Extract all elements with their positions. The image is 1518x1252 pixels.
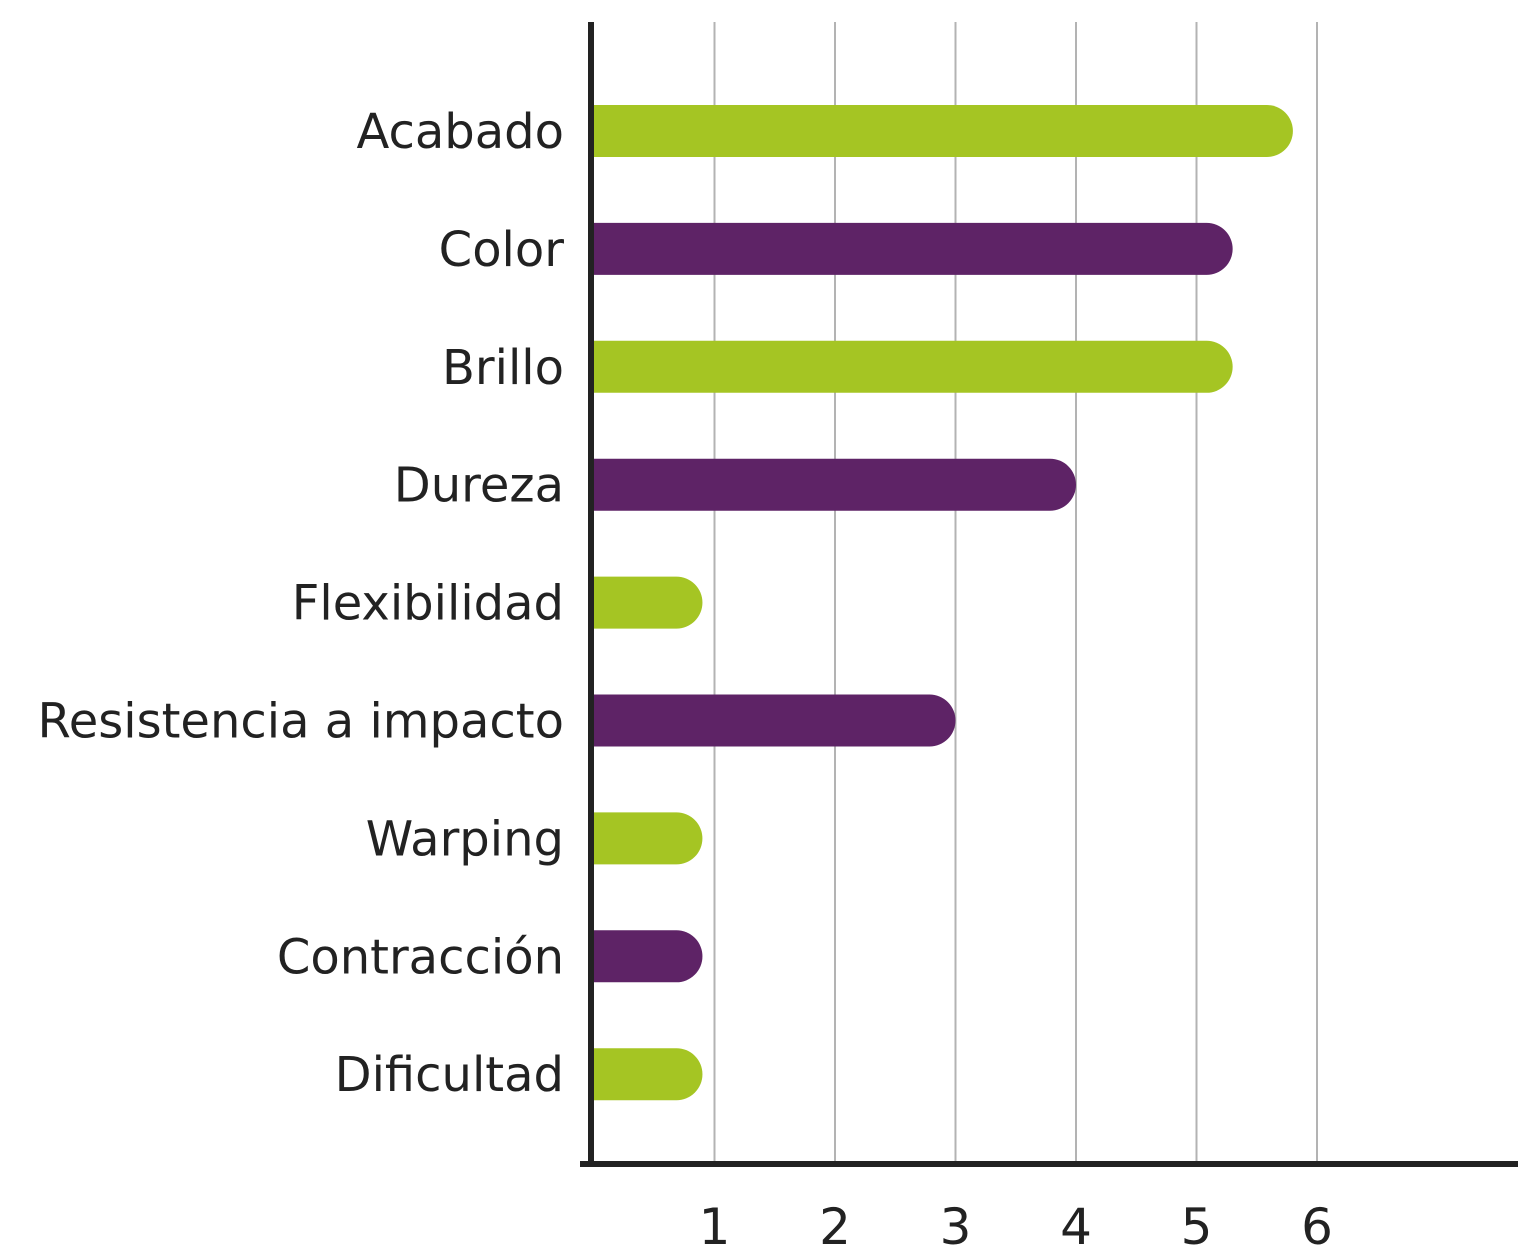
x-tick-label: 6 xyxy=(1301,1198,1333,1252)
bar-warping xyxy=(594,812,703,865)
bar-dureza xyxy=(594,458,1076,511)
category-label: Dificultad xyxy=(335,1047,564,1103)
grid-lines xyxy=(713,22,1318,1164)
category-label: Warping xyxy=(366,811,564,867)
x-tick-labels: 1 2 3 4 5 6 xyxy=(699,1198,1333,1252)
x-tick-label: 3 xyxy=(940,1198,972,1252)
bars xyxy=(594,105,1293,1101)
bar-flexibilidad xyxy=(594,576,703,629)
bar-brillo xyxy=(594,340,1233,393)
bar-dificultad xyxy=(594,1048,703,1101)
category-label: Resistencia a impacto xyxy=(38,694,564,750)
x-tick-label: 5 xyxy=(1181,1198,1213,1252)
x-tick-label: 2 xyxy=(819,1198,851,1252)
category-label: Acabado xyxy=(356,104,564,160)
bar-acabado xyxy=(594,105,1293,157)
category-label: Flexibilidad xyxy=(292,576,564,632)
category-label: Dureza xyxy=(394,458,564,514)
category-label: Brillo xyxy=(442,340,564,396)
category-label: Contracción xyxy=(277,929,564,985)
bar-color xyxy=(594,222,1233,275)
category-labels: Acabado Color Brillo Dureza Flexibilidad Resi… xyxy=(38,104,565,1103)
x-tick-label: 1 xyxy=(699,1198,731,1252)
category-label: Color xyxy=(439,222,565,278)
bar-contracci-n xyxy=(594,930,703,983)
bar-resistencia-a-impacto xyxy=(594,694,956,747)
x-tick-label: 4 xyxy=(1060,1198,1092,1252)
